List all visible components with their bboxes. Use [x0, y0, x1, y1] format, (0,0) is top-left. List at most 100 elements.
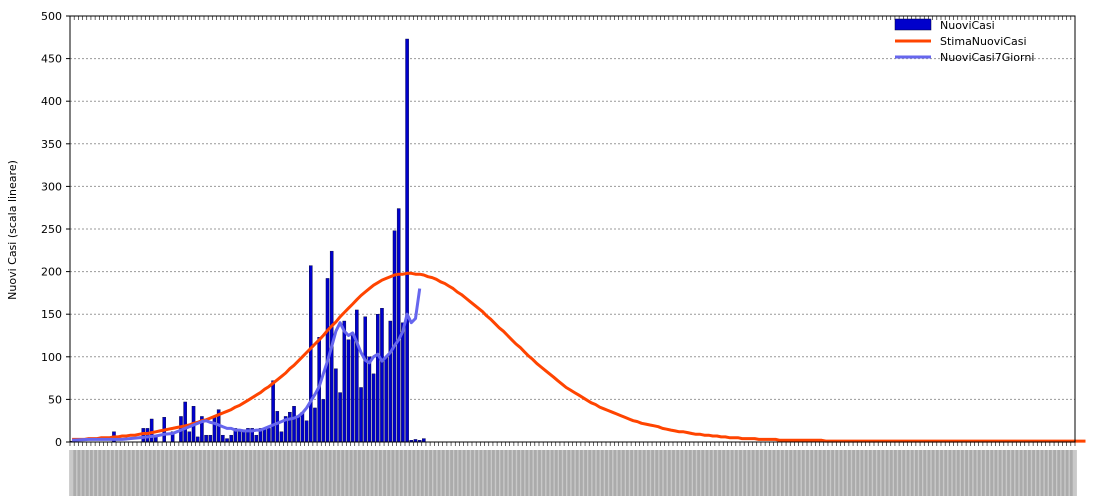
x-tick-label-placeholder [274, 450, 282, 496]
bar [401, 322, 405, 443]
x-tick-label [471, 450, 479, 496]
x-tick-label [956, 450, 964, 496]
x-tick-label [676, 450, 684, 496]
x-tick-label-placeholder [433, 450, 441, 496]
x-tick-label [843, 450, 851, 496]
x-tick-label-placeholder [194, 450, 202, 496]
x-tick-label-placeholder [596, 450, 604, 496]
x-tick-label [714, 450, 721, 496]
x-tick-label [764, 450, 772, 496]
x-tick-label [894, 450, 901, 496]
x-tick-label [274, 450, 282, 496]
bar [208, 434, 213, 443]
x-tick-label [902, 450, 910, 496]
x-tick-label-placeholder [119, 450, 127, 496]
x-tick-label [617, 450, 625, 496]
x-tick-label-placeholder [726, 450, 734, 496]
x-tick-label-placeholder [404, 450, 412, 496]
x-tick-label-placeholder [215, 450, 223, 496]
x-tick-label [906, 450, 914, 496]
legend-swatch-nuovi-casi [894, 18, 932, 31]
bar [363, 316, 367, 443]
x-tick-label [198, 450, 206, 496]
x-tick-label [1040, 450, 1048, 496]
x-tick-label-placeholder [98, 450, 106, 496]
x-tick-label [261, 450, 269, 496]
x-tick-label-placeholder [944, 450, 952, 496]
x-tick-label [131, 450, 139, 496]
x-tick-label-placeholder [81, 450, 89, 496]
x-tick-label [856, 450, 864, 496]
x-tick-label-placeholder [868, 450, 876, 496]
x-tick-label [303, 450, 311, 496]
x-tick-label-placeholder [542, 450, 550, 496]
x-tick-label [1061, 450, 1069, 496]
x-tick-label [935, 450, 943, 496]
x-tick-label-placeholder [446, 450, 453, 496]
x-tick-label-placeholder [634, 450, 642, 496]
bar [225, 438, 229, 443]
x-tick-label-placeholder [148, 450, 156, 496]
x-tick-label [730, 450, 738, 496]
x-tick-label [383, 450, 391, 496]
x-tick-label [785, 450, 793, 496]
bar [342, 320, 347, 443]
x-tick-label [542, 450, 550, 496]
x-tick-label [224, 450, 231, 496]
x-tick-labels [69, 450, 1077, 496]
y-tick-label: 400 [41, 95, 62, 108]
x-tick-label [307, 450, 315, 496]
x-tick-label [211, 450, 219, 496]
x-tick-label-placeholder [554, 450, 562, 496]
x-tick-label-placeholder [123, 450, 131, 496]
x-tick-label-placeholder [1044, 450, 1052, 496]
x-tick-label [203, 450, 211, 496]
x-tick-label-placeholder [546, 450, 554, 496]
x-tick-label [370, 450, 378, 496]
x-tick-label-placeholder [898, 450, 906, 496]
x-tick-label-placeholder [822, 450, 830, 496]
x-tick-label-placeholder [609, 450, 617, 496]
x-tick-label-placeholder [793, 450, 801, 496]
x-tick-label-placeholder [437, 450, 445, 496]
x-tick-label-placeholder [366, 450, 374, 496]
x-tick-label [69, 450, 77, 496]
x-tick-label-placeholder [475, 450, 483, 496]
x-tick-label [533, 450, 541, 496]
x-tick-label [253, 450, 261, 496]
x-tick-label [387, 450, 395, 496]
x-tick-label-placeholder [831, 450, 839, 496]
x-tick-label-placeholder [885, 450, 893, 496]
x-tick-label [647, 450, 654, 496]
bar [384, 356, 388, 443]
bar [309, 265, 313, 443]
x-tick-label-placeholder [161, 450, 169, 496]
x-tick-label [621, 450, 629, 496]
x-tick-label-placeholder [232, 450, 240, 496]
x-tick-label-placeholder [169, 450, 177, 496]
x-tick-label [450, 450, 458, 496]
x-tick-label-placeholder [1040, 450, 1048, 496]
x-tick-label-placeholder [458, 450, 466, 496]
x-tick-label [931, 450, 939, 496]
x-tick-label-placeholder [111, 450, 118, 496]
x-tick-label-placeholder [785, 450, 793, 496]
x-tick-label [194, 450, 202, 496]
x-tick-label-placeholder [462, 450, 470, 496]
x-tick-label [538, 450, 546, 496]
x-tick-label-placeholder [781, 450, 788, 496]
x-tick-label-placeholder [973, 450, 981, 496]
x-tick-label [747, 450, 755, 496]
x-tick-label [580, 450, 587, 496]
x-tick-label [73, 450, 81, 496]
x-tick-label [182, 450, 190, 496]
bar [376, 314, 380, 443]
x-tick-label [144, 450, 152, 496]
line-nuovi-casi-7-giorni [72, 288, 422, 442]
x-tick-label [295, 450, 303, 496]
x-tick-label-placeholder [353, 450, 361, 496]
x-tick-label-placeholder [718, 450, 726, 496]
x-tick-label [864, 450, 872, 496]
x-tick-label-placeholder [722, 450, 730, 496]
x-tick-label [651, 450, 659, 496]
